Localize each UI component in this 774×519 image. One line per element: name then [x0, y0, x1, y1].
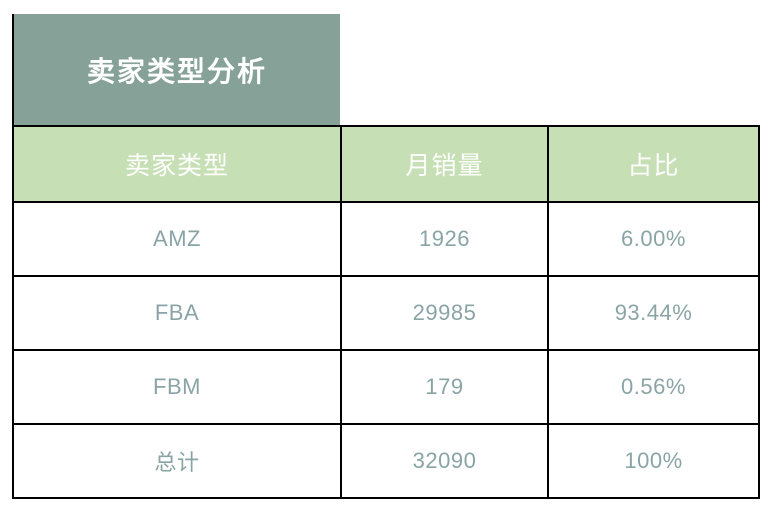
cell-share: 6.00% — [547, 201, 760, 277]
header-row: 卖家类型 月销量 占比 — [12, 125, 760, 203]
cell-seller-type: FBM — [12, 349, 342, 425]
table-row-fbm: FBM 179 0.56% — [12, 349, 760, 425]
report-title: 卖家类型分析 — [86, 55, 267, 87]
cell-monthly-sales: 29985 — [340, 275, 549, 351]
cell-share: 93.44% — [547, 275, 760, 351]
cell-share: 0.56% — [547, 349, 760, 425]
cell-seller-type: AMZ — [12, 201, 342, 277]
cell-seller-type: 总计 — [12, 423, 342, 499]
table-row-amz: AMZ 1926 6.00% — [12, 201, 760, 277]
column-header-share: 占比 — [547, 125, 760, 203]
column-header-monthly-sales: 月销量 — [340, 125, 549, 203]
report-title-block: 卖家类型分析 — [12, 14, 340, 125]
cell-seller-type: FBA — [12, 275, 342, 351]
cell-monthly-sales: 179 — [340, 349, 549, 425]
cell-share: 100% — [547, 423, 760, 499]
table-row-total: 总计 32090 100% — [12, 423, 760, 499]
cell-monthly-sales: 32090 — [340, 423, 549, 499]
cell-monthly-sales: 1926 — [340, 201, 549, 277]
table-row-fba: FBA 29985 93.44% — [12, 275, 760, 351]
seller-type-table: 卖家类型 月销量 占比 AMZ 1926 6.00% FBA 29985 93.… — [12, 125, 760, 499]
column-header-seller-type: 卖家类型 — [12, 125, 342, 203]
